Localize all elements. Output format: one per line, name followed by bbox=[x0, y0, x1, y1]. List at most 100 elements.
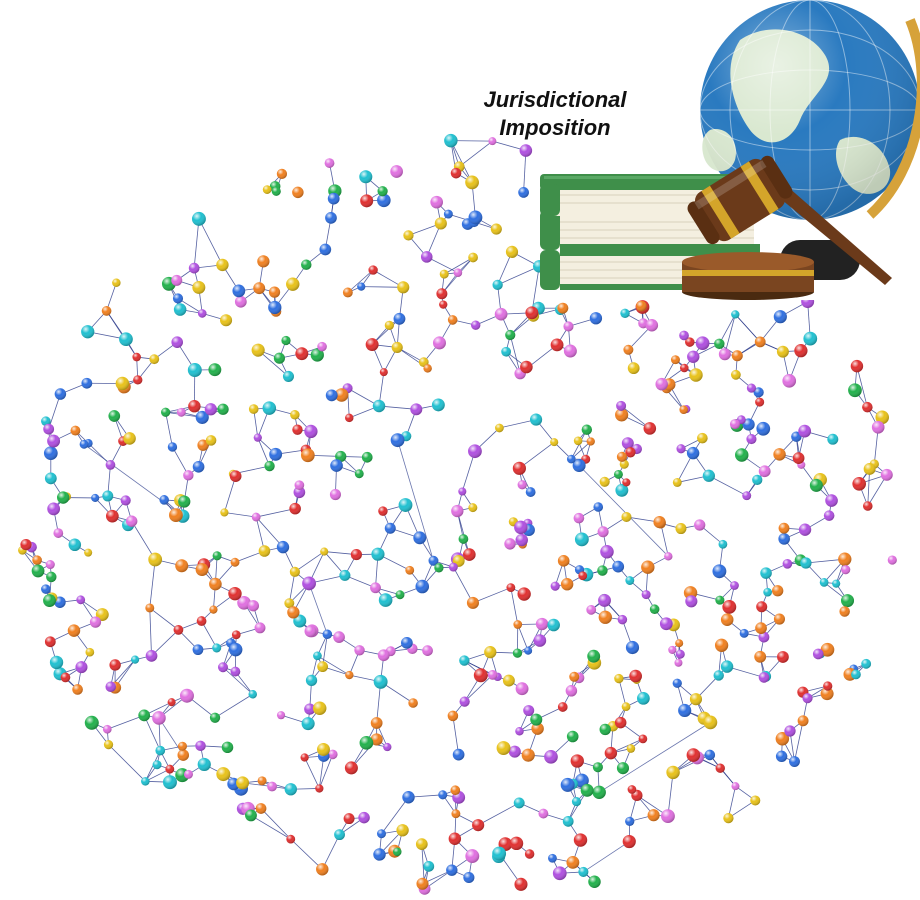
network-node bbox=[574, 532, 589, 547]
network-node bbox=[49, 655, 64, 670]
gavel-head bbox=[687, 155, 793, 245]
network-node bbox=[133, 375, 143, 385]
network-edge bbox=[224, 476, 237, 513]
network-node bbox=[46, 571, 57, 583]
network-node bbox=[271, 186, 281, 196]
network-node bbox=[599, 476, 610, 487]
network-node bbox=[403, 230, 414, 241]
network-node bbox=[752, 474, 763, 486]
network-node bbox=[320, 547, 329, 556]
network-node bbox=[269, 447, 283, 461]
network-node bbox=[393, 312, 406, 325]
network-node bbox=[718, 348, 731, 361]
network-node bbox=[703, 715, 718, 730]
network-node bbox=[420, 251, 433, 263]
network-node bbox=[204, 403, 217, 416]
network-node bbox=[809, 478, 823, 492]
network-node bbox=[512, 648, 523, 658]
network-node bbox=[841, 565, 851, 575]
network-node bbox=[802, 693, 813, 704]
network-node bbox=[819, 578, 829, 587]
network-node bbox=[188, 400, 201, 413]
book-stack bbox=[540, 174, 760, 290]
network-node bbox=[192, 460, 205, 473]
network-node bbox=[746, 383, 756, 393]
network-node bbox=[597, 565, 608, 576]
network-edge bbox=[598, 722, 711, 793]
network-edge bbox=[224, 512, 257, 518]
network-node bbox=[569, 671, 580, 682]
network-node bbox=[447, 710, 459, 722]
network-node bbox=[718, 539, 728, 549]
network-node bbox=[627, 362, 640, 375]
network-node bbox=[848, 383, 862, 398]
network-node bbox=[750, 795, 761, 806]
network-node bbox=[217, 403, 229, 415]
network-node bbox=[234, 295, 247, 308]
network-edge bbox=[472, 587, 511, 604]
network-node bbox=[155, 745, 166, 756]
network-node bbox=[562, 815, 574, 827]
network-node bbox=[32, 555, 42, 565]
network-node bbox=[209, 577, 222, 591]
network-node bbox=[800, 557, 812, 569]
network-node bbox=[248, 689, 257, 699]
network-node bbox=[322, 629, 333, 640]
network-node bbox=[72, 684, 83, 695]
network-node bbox=[616, 400, 627, 411]
network-node bbox=[794, 344, 808, 358]
network-node bbox=[416, 877, 429, 890]
network-node bbox=[333, 631, 345, 643]
network-node bbox=[216, 767, 231, 782]
network-node bbox=[123, 432, 136, 445]
network-node bbox=[187, 363, 202, 378]
network-node bbox=[105, 509, 119, 523]
network-node bbox=[359, 170, 373, 184]
network-node bbox=[209, 712, 221, 723]
network-edge bbox=[255, 516, 265, 552]
network-node bbox=[538, 808, 549, 819]
network-node bbox=[289, 566, 300, 577]
network-node bbox=[173, 303, 187, 316]
network-node bbox=[530, 413, 543, 426]
network-edge bbox=[214, 693, 253, 719]
network-node bbox=[284, 598, 295, 609]
network-node bbox=[492, 279, 503, 291]
network-edge bbox=[571, 441, 592, 460]
network-node bbox=[354, 645, 365, 656]
network-node bbox=[184, 769, 193, 779]
network-node bbox=[773, 448, 786, 461]
network-node bbox=[722, 599, 737, 614]
network-edge bbox=[718, 314, 736, 344]
network-node bbox=[304, 625, 317, 638]
network-node bbox=[548, 853, 557, 863]
network-node bbox=[84, 715, 99, 730]
network-node bbox=[515, 682, 529, 696]
network-edge bbox=[250, 815, 291, 840]
network-node bbox=[675, 649, 685, 659]
network-node bbox=[862, 501, 873, 511]
network-node bbox=[195, 740, 206, 752]
network-node bbox=[329, 488, 341, 501]
network-node bbox=[396, 824, 409, 837]
network-edge bbox=[523, 150, 527, 193]
network-node bbox=[588, 875, 601, 889]
network-node bbox=[501, 346, 511, 357]
network-node bbox=[715, 763, 725, 773]
network-edge bbox=[728, 786, 736, 819]
network-node bbox=[289, 502, 301, 515]
network-node bbox=[521, 748, 535, 762]
network-node bbox=[586, 604, 597, 615]
network-node bbox=[689, 368, 703, 382]
network-node bbox=[254, 622, 266, 634]
network-node bbox=[317, 341, 327, 352]
network-node bbox=[598, 593, 611, 607]
network-node bbox=[378, 593, 393, 607]
network-node bbox=[547, 618, 560, 632]
network-node bbox=[613, 469, 623, 479]
network-node bbox=[368, 265, 378, 275]
network-node bbox=[325, 212, 337, 224]
network-node bbox=[523, 705, 535, 717]
network-node bbox=[105, 460, 116, 470]
network-edge bbox=[397, 440, 434, 561]
